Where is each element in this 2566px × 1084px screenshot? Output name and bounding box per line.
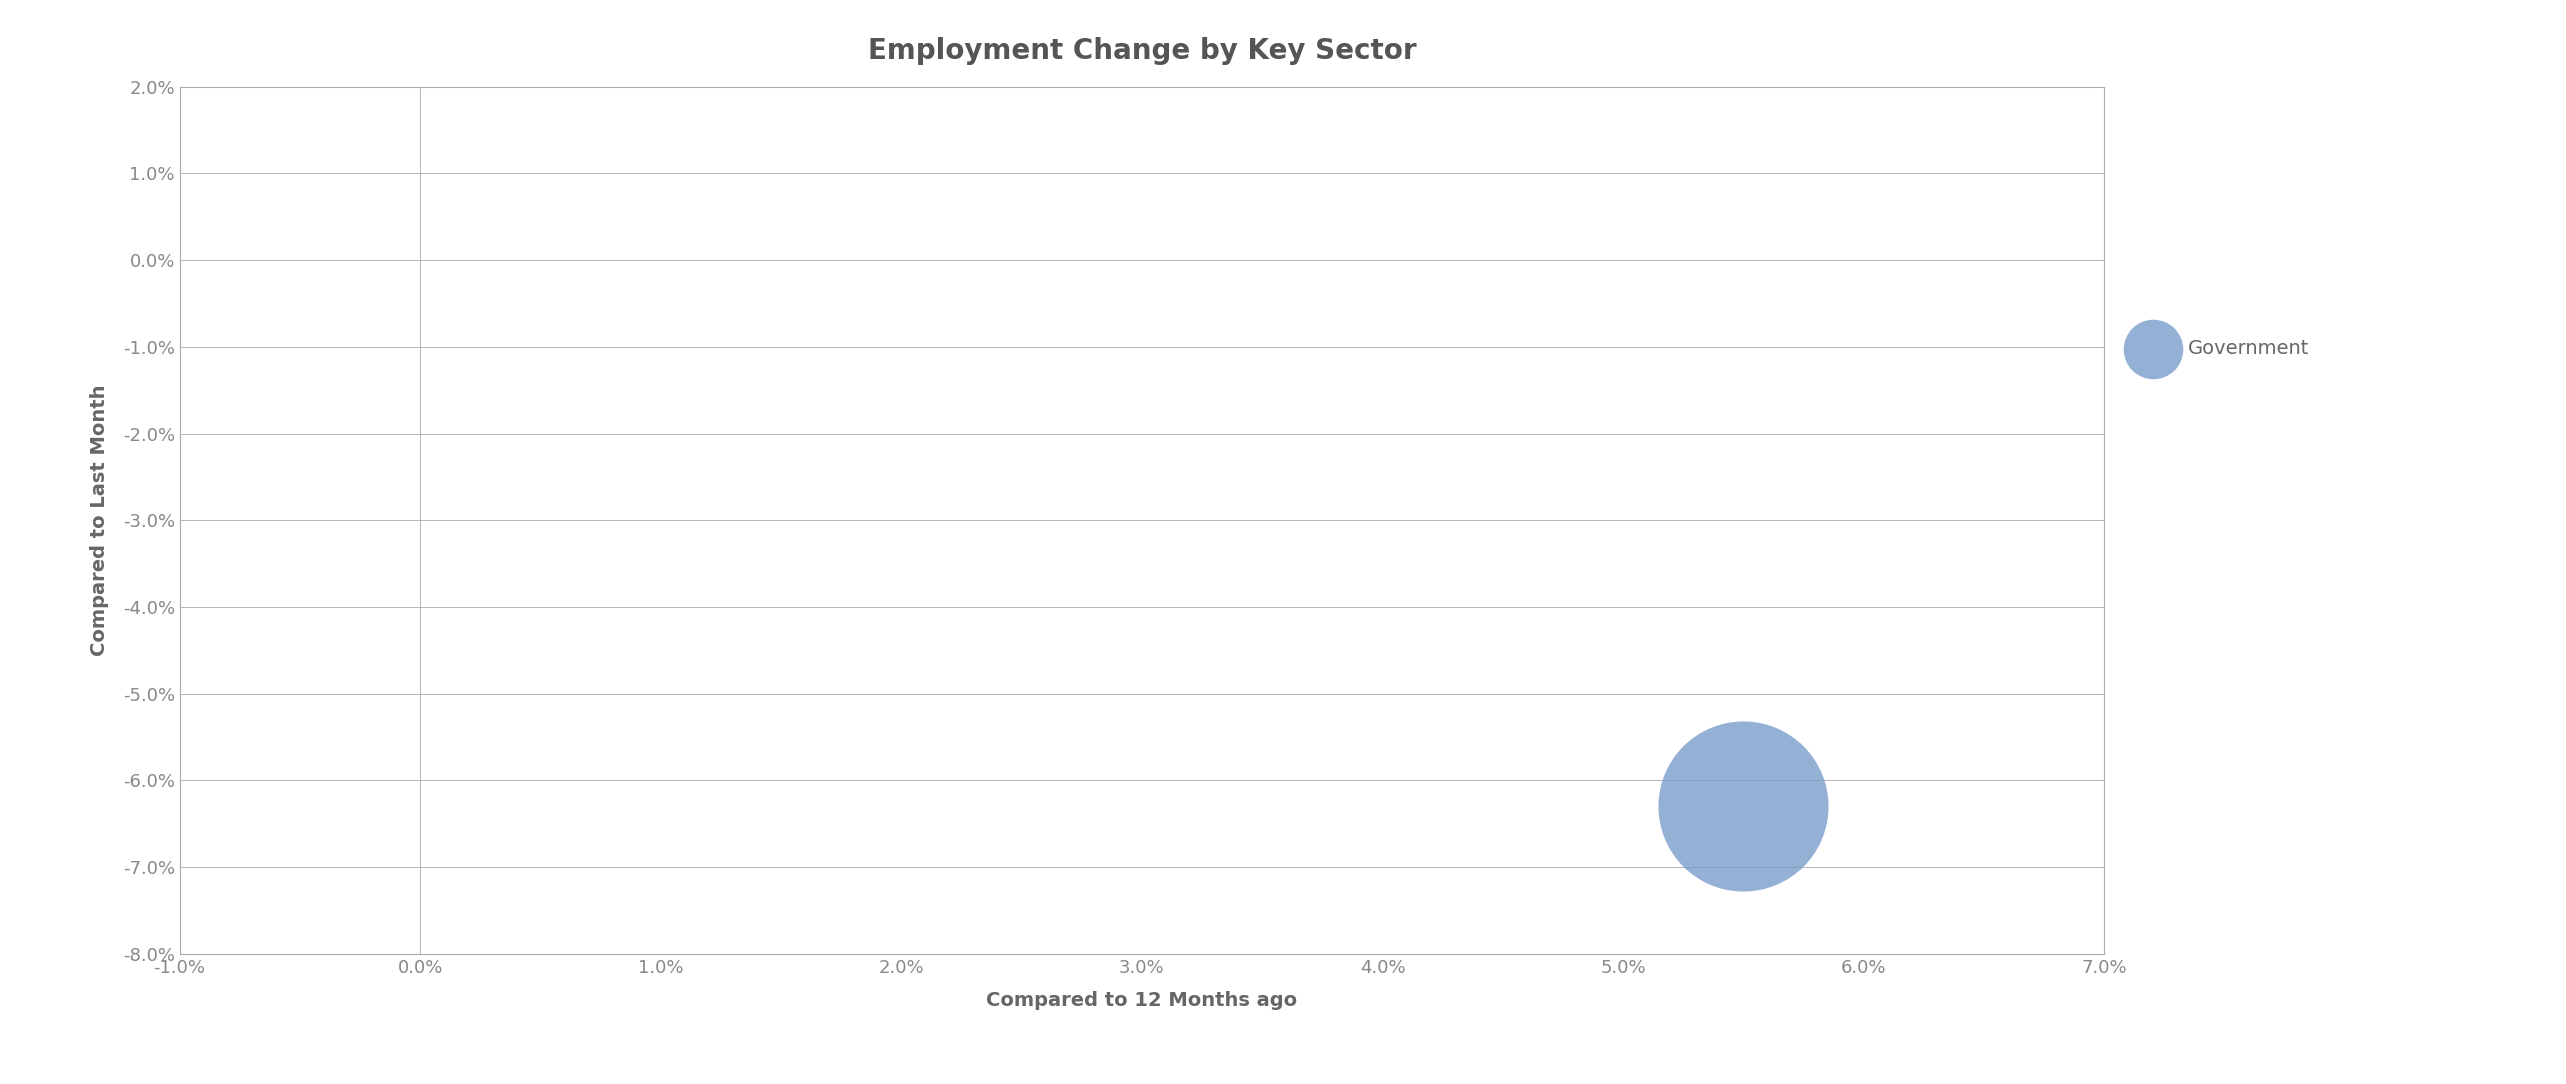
Legend: Government: Government (2132, 339, 2309, 358)
Government (1722, 798, 1763, 815)
X-axis label: Compared to 12 Months ago: Compared to 12 Months ago (985, 991, 1298, 1009)
Title: Employment Change by Key Sector: Employment Change by Key Sector (867, 37, 1416, 65)
Y-axis label: Compared to Last Month: Compared to Last Month (90, 385, 108, 656)
